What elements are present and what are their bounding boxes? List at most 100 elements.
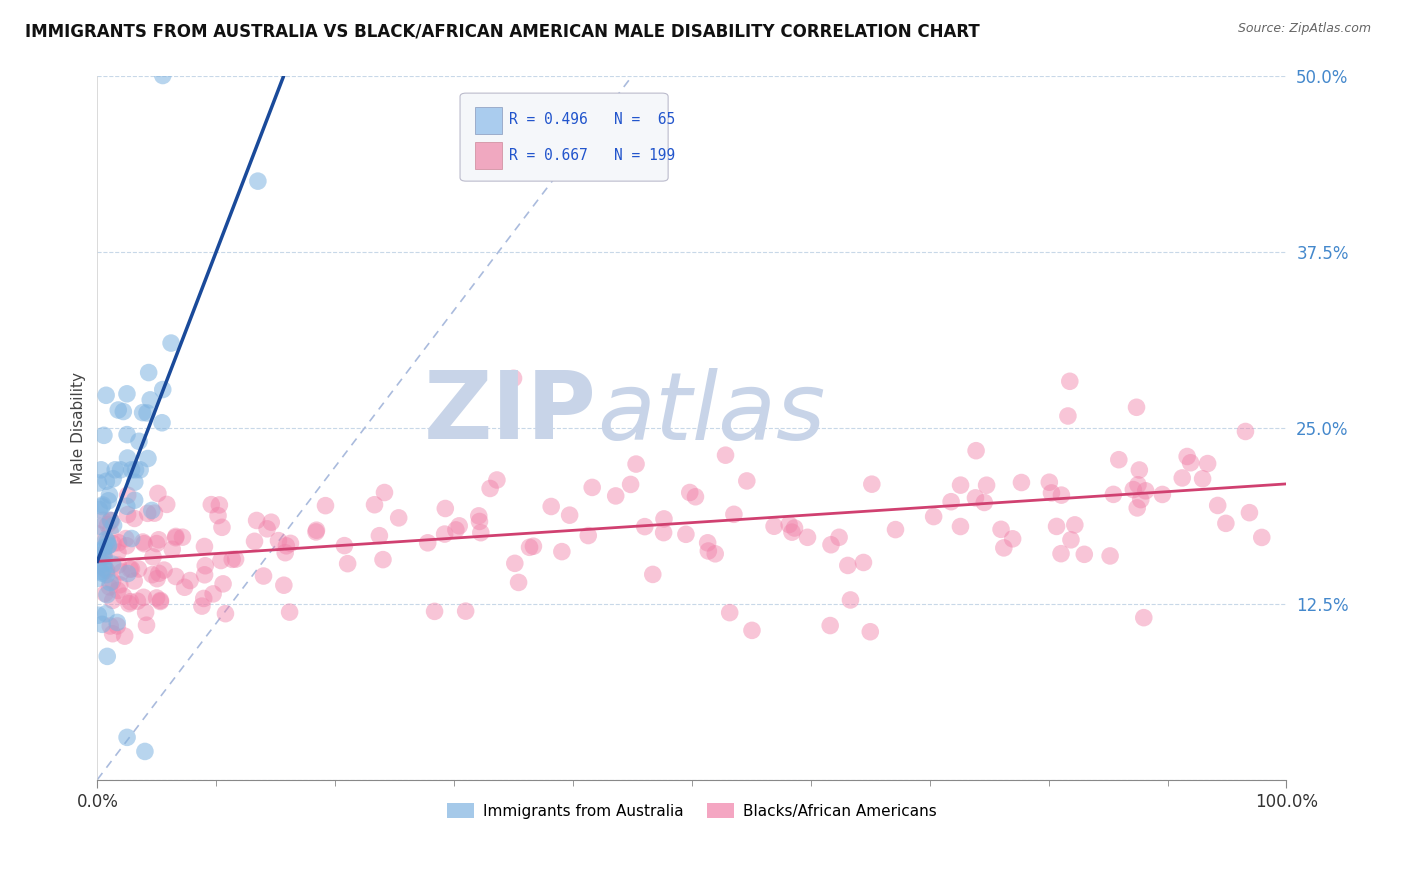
Point <box>141 503 163 517</box>
Point <box>714 448 737 462</box>
Point <box>179 574 201 588</box>
Point <box>90 519 112 533</box>
Point <box>165 529 187 543</box>
Point <box>502 371 524 385</box>
Point <box>118 597 141 611</box>
Point <box>939 494 962 508</box>
Text: R = 0.667   N = 199: R = 0.667 N = 199 <box>509 147 675 162</box>
Point <box>150 416 173 430</box>
Point <box>165 531 187 545</box>
Point <box>468 515 491 529</box>
Point <box>1099 549 1122 563</box>
Point <box>1057 409 1080 423</box>
Point <box>86 571 108 585</box>
Point <box>652 525 675 540</box>
Point <box>173 580 195 594</box>
Point <box>221 552 243 566</box>
Point <box>209 553 232 567</box>
Point <box>94 586 117 600</box>
Point <box>965 491 987 505</box>
Point <box>315 499 337 513</box>
Point <box>1050 547 1073 561</box>
Point <box>278 605 301 619</box>
Point <box>93 549 115 564</box>
Point <box>884 523 907 537</box>
Point <box>105 619 128 633</box>
Point <box>267 533 290 548</box>
Point <box>114 629 136 643</box>
Point <box>1128 463 1150 477</box>
Point <box>98 524 121 539</box>
Point <box>97 539 120 553</box>
Point <box>94 388 117 402</box>
Point <box>90 463 112 477</box>
Point <box>96 474 118 488</box>
Point <box>274 546 297 560</box>
Point <box>860 477 883 491</box>
Point <box>149 593 172 607</box>
Point <box>101 574 124 589</box>
Point <box>1040 486 1063 500</box>
Point <box>852 556 875 570</box>
Point <box>859 624 882 639</box>
Text: atlas: atlas <box>596 368 825 459</box>
Point <box>522 539 544 553</box>
Point <box>1132 610 1154 624</box>
Point <box>208 498 231 512</box>
Point <box>479 482 502 496</box>
Point <box>172 530 194 544</box>
Point <box>121 463 143 477</box>
Point <box>149 594 172 608</box>
Point <box>1191 472 1213 486</box>
Point <box>1215 516 1237 531</box>
Point <box>87 608 110 623</box>
Point <box>581 480 603 494</box>
Point <box>93 561 115 575</box>
Point <box>142 549 165 564</box>
Point <box>641 567 664 582</box>
Point <box>117 508 139 522</box>
Point <box>837 558 859 573</box>
Point <box>1038 475 1060 490</box>
Point <box>783 521 806 535</box>
Point <box>252 569 274 583</box>
Point <box>246 513 269 527</box>
Point <box>91 617 114 632</box>
Point <box>96 588 118 602</box>
Point <box>280 536 302 550</box>
Point <box>624 457 647 471</box>
Point <box>1059 374 1081 388</box>
Point <box>256 522 278 536</box>
Point <box>735 474 758 488</box>
Point <box>336 557 359 571</box>
Point <box>202 587 225 601</box>
Point <box>110 565 132 579</box>
Point <box>152 69 174 83</box>
Point <box>132 535 155 549</box>
Point <box>127 594 149 608</box>
Point <box>576 528 599 542</box>
Point <box>117 450 139 465</box>
Point <box>128 434 150 449</box>
Point <box>1045 519 1067 533</box>
Point <box>433 527 456 541</box>
Point <box>225 552 247 566</box>
Point <box>519 541 541 555</box>
Point <box>136 406 159 420</box>
Point <box>1102 487 1125 501</box>
Point <box>108 578 131 592</box>
Point <box>101 536 124 550</box>
Point <box>796 530 818 544</box>
Point <box>124 475 146 489</box>
Point <box>922 509 945 524</box>
Text: ZIP: ZIP <box>423 368 596 459</box>
Point <box>1108 452 1130 467</box>
Point <box>100 513 122 527</box>
Point <box>91 549 114 564</box>
Point <box>675 527 697 541</box>
Point <box>101 626 124 640</box>
Point <box>211 520 233 534</box>
Point <box>148 533 170 547</box>
Point <box>273 578 295 592</box>
Point <box>103 518 125 533</box>
